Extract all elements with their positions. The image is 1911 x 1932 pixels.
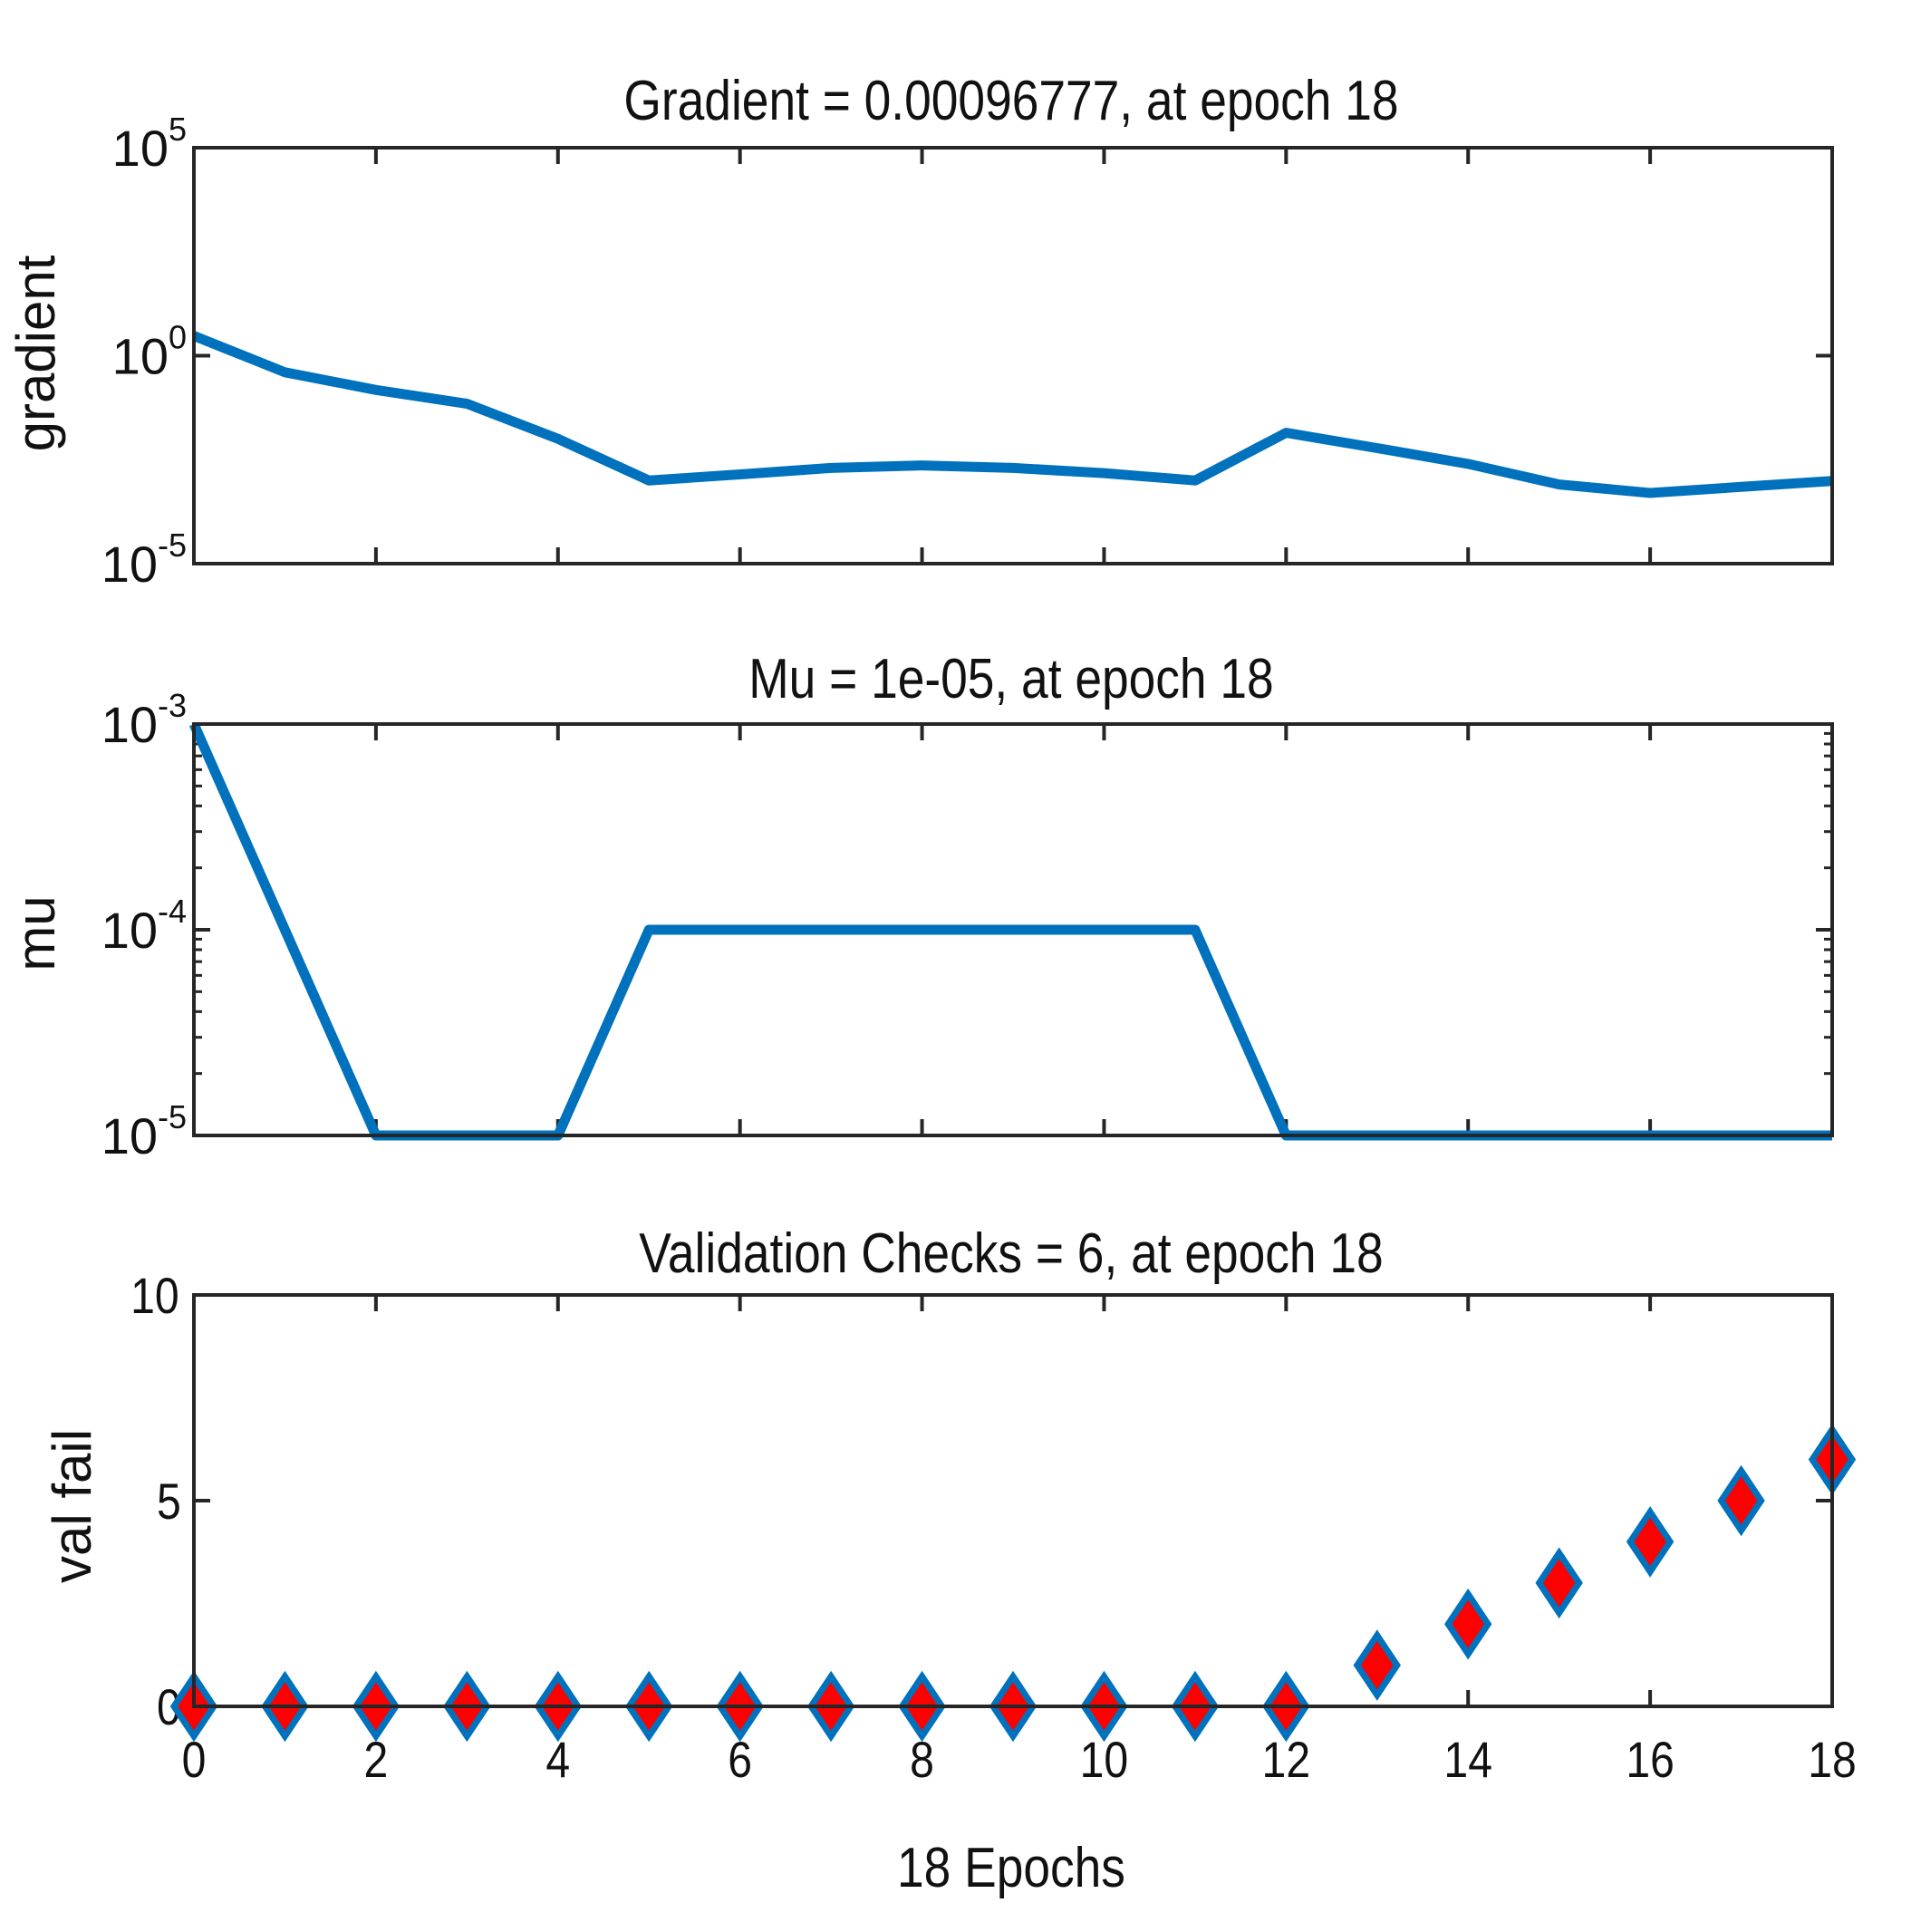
gradient-marks <box>191 331 1833 498</box>
epochs-xlabel: 18 Epochs <box>897 1837 1125 1899</box>
validation-point <box>1535 1547 1583 1619</box>
validation-title: Validation Checks = 6, at epoch 18 <box>639 1222 1383 1285</box>
validation-xtick-label: 16 <box>1626 1733 1675 1789</box>
mu-axes-box <box>192 722 1834 1137</box>
validation-point <box>1444 1588 1492 1660</box>
validation-point <box>1626 1506 1675 1578</box>
gradient-ylabel: gradient <box>5 255 66 451</box>
gradient-ytick-label: 10-5 <box>101 526 187 593</box>
gradient-panel: Gradient = 0.00096777, at epoch 18 gradi… <box>5 70 1834 593</box>
validation-xtick-label: 14 <box>1443 1733 1492 1789</box>
mu-ytick-label: 10-4 <box>101 893 187 959</box>
validation-ytick-label: 5 <box>157 1474 181 1531</box>
validation-point <box>1353 1629 1401 1701</box>
mu-ylabel: mu <box>5 895 66 971</box>
mu-panel: Mu = 1e-05, at epoch 18 mu 10-3 10-4 10-5 <box>5 648 1834 1164</box>
gradient-series-line <box>191 331 1833 498</box>
validation-xtick-label: 18 <box>1808 1733 1857 1789</box>
validation-axes-box <box>192 1293 1834 1708</box>
mu-ytick-label: 10-5 <box>101 1098 187 1164</box>
validation-panel: Validation Checks = 6, at epoch 18 val f… <box>42 1222 1857 1899</box>
gradient-title: Gradient = 0.00096777, at epoch 18 <box>623 70 1398 132</box>
validation-ytick-label: 10 <box>130 1269 179 1325</box>
gradient-axes-box <box>192 146 1834 565</box>
mu-ytick-label: 10-3 <box>101 687 187 753</box>
validation-ylabel: val fail <box>42 1429 102 1583</box>
gradient-ticks: 105 100 10-5 <box>101 111 1834 593</box>
mu-title: Mu = 1e-05, at epoch 18 <box>748 648 1273 710</box>
validation-point <box>1717 1464 1765 1537</box>
gradient-ytick-label: 100 <box>112 319 187 385</box>
gradient-ytick-label: 105 <box>112 111 187 177</box>
